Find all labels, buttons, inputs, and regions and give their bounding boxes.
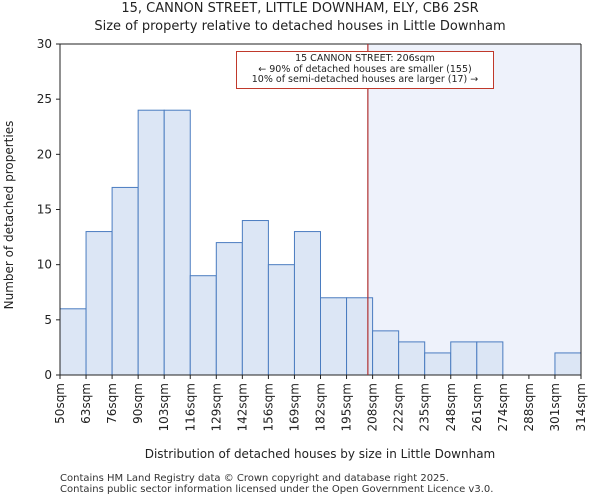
x-tick-label-182sqm: 182sqm xyxy=(314,383,328,431)
x-tick-label-103sqm: 103sqm xyxy=(157,383,171,431)
bar-63sqm xyxy=(85,231,113,376)
x-tick-label-261sqm: 261sqm xyxy=(470,383,484,431)
bar-182sqm xyxy=(320,297,348,376)
bar-301sqm xyxy=(554,352,582,376)
bar-169sqm xyxy=(293,231,322,376)
y-axis-label: Number of detached properties xyxy=(2,121,16,310)
bar-156sqm xyxy=(267,264,295,376)
bar-208sqm xyxy=(372,330,400,376)
annotation-line-3: 10% of semi-detached houses are larger (… xyxy=(251,74,479,85)
annotation-line-2: ← 90% of detached houses are smaller (15… xyxy=(258,63,472,75)
annotation-line-1: 15 CANNON STREET: 206sqm xyxy=(295,53,435,64)
x-tick-label-116sqm: 116sqm xyxy=(183,383,197,431)
x-tick-label-208sqm: 208sqm xyxy=(366,383,380,431)
chart-title-line-2: Size of property relative to detached ho… xyxy=(94,19,506,34)
chart: 0 5 10 15 20 25 30 50sqm 63sqm 76sqm 90sqm 103sqm 11… xyxy=(2,37,588,461)
x-tick-label-248sqm: 248sqm xyxy=(444,383,458,431)
x-tick-label-90sqm: 90sqm xyxy=(131,383,145,424)
bar-116sqm xyxy=(189,275,217,376)
bar-195sqm xyxy=(346,297,374,376)
x-tick-label-195sqm: 195sqm xyxy=(340,383,354,431)
x-tick-label-63sqm: 63sqm xyxy=(79,383,93,424)
x-tick-label-314sqm: 314sqm xyxy=(574,383,588,431)
x-axis-label: Distribution of detached houses by size … xyxy=(145,447,496,461)
x-tick-label-142sqm: 142sqm xyxy=(235,383,249,431)
footer-copyright: Contains HM Land Registry data © Crown c… xyxy=(60,473,449,484)
bar-90sqm xyxy=(137,109,165,376)
x-tick-label-76sqm: 76sqm xyxy=(105,383,119,424)
larger-region-shade xyxy=(367,44,581,375)
bar-261sqm xyxy=(476,341,504,376)
y-tick-label-10: 10 xyxy=(37,258,52,272)
x-tick-label-274sqm: 274sqm xyxy=(496,383,510,431)
x-tick-label-301sqm: 301sqm xyxy=(548,383,562,431)
x-tick-label-129sqm: 129sqm xyxy=(209,383,223,431)
y-tick-label-5: 5 xyxy=(44,313,52,327)
footer-licence: Contains public sector information licen… xyxy=(60,484,494,495)
y-tick-label-25: 25 xyxy=(37,92,52,106)
y-tick-label-30: 30 xyxy=(37,37,52,51)
x-tick-label-169sqm: 169sqm xyxy=(287,383,301,431)
y-tick-label-0: 0 xyxy=(44,368,52,382)
bar-248sqm xyxy=(450,341,478,376)
bar-235sqm xyxy=(424,352,452,376)
chart-title-line-1: 15, CANNON STREET, LITTLE DOWNHAM, ELY, … xyxy=(121,1,479,16)
property-annotation: 15 CANNON STREET: 206sqm ← 90% of detach… xyxy=(236,51,494,89)
bar-222sqm xyxy=(398,341,426,376)
x-tick-label-288sqm: 288sqm xyxy=(522,383,536,431)
bar-129sqm xyxy=(215,242,243,376)
bar-142sqm xyxy=(241,220,269,376)
x-tick-label-156sqm: 156sqm xyxy=(261,383,275,431)
x-tick-label-50sqm: 50sqm xyxy=(53,383,67,424)
y-tick-label-20: 20 xyxy=(37,147,52,161)
bar-76sqm xyxy=(111,186,139,376)
x-tick-label-235sqm: 235sqm xyxy=(418,383,432,431)
bar-50sqm xyxy=(59,308,87,376)
x-tick-label-222sqm: 222sqm xyxy=(392,383,406,431)
bar-103sqm xyxy=(163,109,191,376)
y-tick-label-15: 15 xyxy=(37,203,52,217)
